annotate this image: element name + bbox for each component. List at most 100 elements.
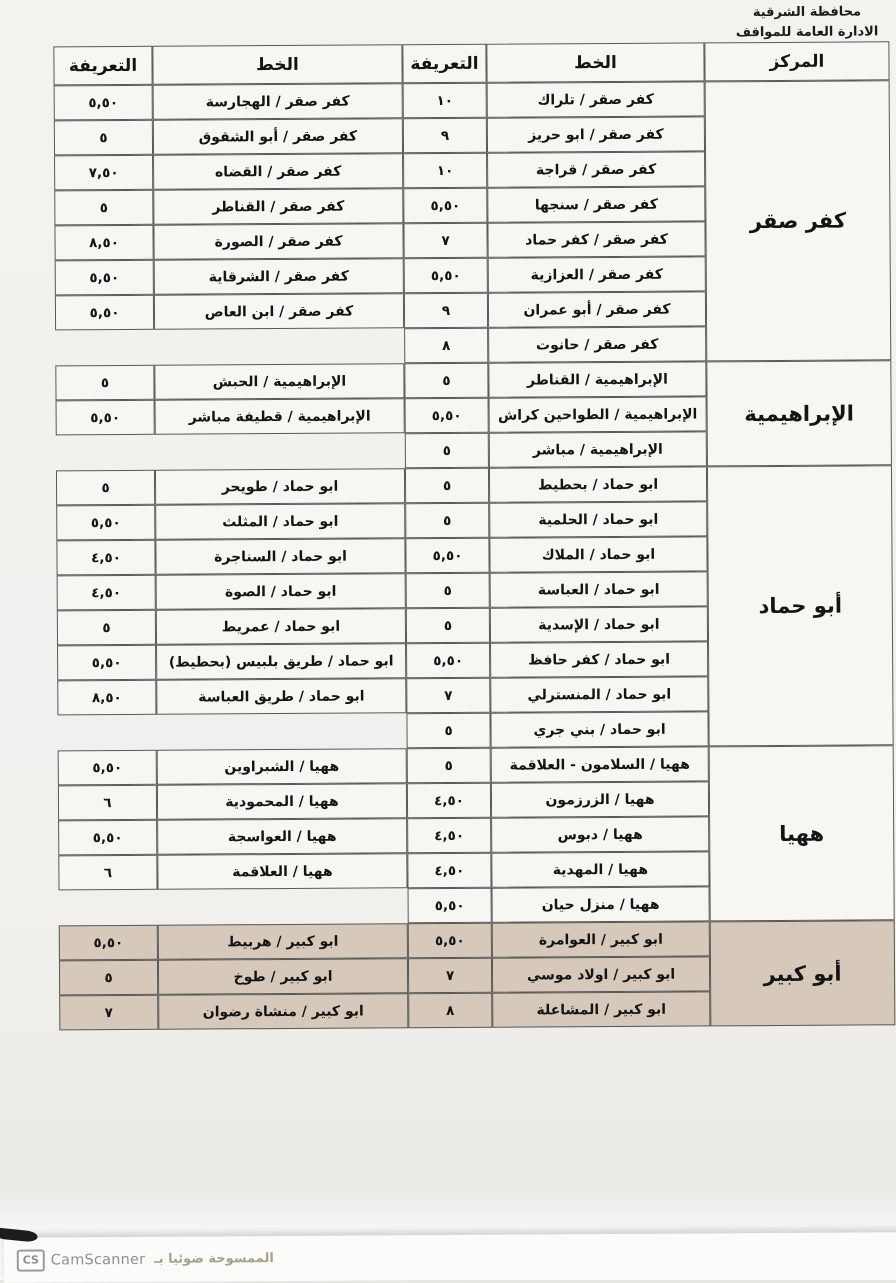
tariff-cell: ٥,٥٠ xyxy=(53,84,153,121)
line-cell: ههيا / العلاقمة xyxy=(157,853,408,890)
tariff-cell: ٨ xyxy=(404,327,489,364)
fare-table: المركز الخط التعريفة الخط التعريفة كفر ص… xyxy=(53,41,896,1031)
line-cell: ابو حماد / المثلث xyxy=(155,503,406,540)
tariff-cell: ٩ xyxy=(403,292,489,329)
header-tariff-secondary: التعريفة xyxy=(53,45,153,86)
line-cell: ههيا / الزرزمون xyxy=(490,781,710,818)
line-cell: ههيا / دبوس xyxy=(491,816,710,853)
line-cell: كفر صقر / الشرقاية xyxy=(153,258,404,295)
tariff-cell: ٥,٥٠ xyxy=(57,644,157,681)
header-center: المركز xyxy=(704,41,890,82)
line-cell: كفر صقر / ابو حريز xyxy=(486,116,706,153)
line-cell: ابو حماد / الإسدية xyxy=(489,606,709,643)
line-cell: كفر صقر / أبو عمران xyxy=(487,291,707,328)
tariff-cell: ٥,٥٠ xyxy=(405,537,490,574)
tariff-cell: ٥ xyxy=(406,712,491,749)
line-cell: كفر صقر / الهجارسة xyxy=(152,83,403,120)
tariff-cell: ٧ xyxy=(406,677,491,714)
tariff-cell: ٥ xyxy=(404,467,490,504)
tariff-cell: ٥ xyxy=(405,572,490,609)
tariff-cell: ٥ xyxy=(58,959,159,996)
line-cell: ابو حماد / الحلمية xyxy=(489,501,708,538)
center-cell: ههيا xyxy=(708,745,895,922)
line-cell: ابو حماد / عمريط xyxy=(155,608,407,645)
tariff-cell: ٥,٥٠ xyxy=(58,924,158,961)
center-cell: كفر صقر xyxy=(704,80,892,362)
line-cell: ابو كبير / منشاة رضوان xyxy=(158,993,409,1030)
tariff-cell: ٤,٥٠ xyxy=(56,539,156,576)
line-cell: ابو حماد / الملاك xyxy=(489,536,708,573)
tariff-cell: ١٠ xyxy=(402,82,487,119)
line-cell: كفر صقر / القناطر xyxy=(153,188,404,225)
line-cell: كفر صقر / كفر حماد xyxy=(487,221,706,258)
tariff-cell: ٥ xyxy=(404,432,489,469)
tariff-cell: ٥ xyxy=(405,502,490,539)
line-cell: كفر صقر / العزازية xyxy=(487,256,706,293)
header-line-primary: الخط xyxy=(486,42,705,83)
tariff-cell: ٥,٥٠ xyxy=(55,399,155,436)
header-line-secondary: الخط xyxy=(152,44,403,85)
line-cell: كفر صقر / الصورة xyxy=(153,223,404,260)
camscanner-brand-text: CamScanner xyxy=(50,1251,146,1268)
tariff-cell: ٥,٥٠ xyxy=(407,922,492,959)
tariff-cell: ٥,٥٠ xyxy=(54,259,154,296)
camscanner-footer: CS CamScanner الممسوحة ضوئيا بـ xyxy=(0,1227,896,1283)
line-cell: ابو حماد / طويحر xyxy=(154,468,406,505)
line-cell: ابو حماد / بني جري xyxy=(490,711,709,748)
line-cell: ابو كبير / المشاعلة xyxy=(492,991,711,1028)
line-cell: ابو حماد / طريق العباسة xyxy=(156,678,407,715)
header-tariff-primary: التعريفة xyxy=(402,43,487,84)
tariff-cell: ٤,٥٠ xyxy=(407,817,492,854)
tariff-cell: ٥ xyxy=(55,364,155,401)
line-cell: ههيا / منزل حيان xyxy=(491,886,710,923)
tariff-cell: ٥ xyxy=(405,607,491,644)
line-cell: الإبراهيمية / القناطر xyxy=(488,361,707,398)
line-cell: ههيا / الشبراوين xyxy=(156,748,407,785)
tariff-cell: ٧ xyxy=(407,957,493,994)
line-cell: كفر صقر / القضاه xyxy=(153,153,404,190)
tariff-cell: ٥,٥٠ xyxy=(54,294,155,331)
tariff-cell: ٧,٥٠ xyxy=(54,154,154,191)
line-cell: كفر صقر / قراجة xyxy=(487,151,706,188)
tariff-cell: ٥,٥٠ xyxy=(407,887,492,924)
line-cell: ابو حماد / الصوة xyxy=(155,573,406,610)
tariff-cell: ٦ xyxy=(57,784,158,821)
line-cell: كفر صقر / تلراك xyxy=(486,81,705,118)
center-cell: الإبراهيمية xyxy=(706,360,892,467)
tariff-cell: ٨,٥٠ xyxy=(57,679,157,716)
line-cell: كفر صقر / سنجها xyxy=(487,186,706,223)
tariff-cell: ٨ xyxy=(408,992,493,1029)
line-cell: ابو حماد / المنسترلي xyxy=(490,676,709,713)
tariff-cell: ٦ xyxy=(58,854,158,891)
line-cell: ههيا / العواسجة xyxy=(157,818,408,855)
tariff-cell: ٥ xyxy=(404,362,489,399)
line-cell: ابو حماد / بحطيط xyxy=(488,466,708,503)
line-cell: كفر صقر / أبو الشقوق xyxy=(152,118,404,155)
tariff-cell: ٩ xyxy=(402,117,488,154)
tariff-cell: ٥ xyxy=(406,747,491,784)
tariff-cell: ٥,٥٠ xyxy=(57,749,157,786)
tariff-cell: ٤,٥٠ xyxy=(406,782,492,819)
tariff-cell: ٥ xyxy=(53,119,154,156)
tariff-cell: ٥,٥٠ xyxy=(403,187,488,224)
center-cell: أبو حماد xyxy=(706,465,894,747)
line-cell: ابو حماد / طريق بلبيس (بحطيط) xyxy=(156,643,407,680)
line-cell: كفر صقر / حانوت xyxy=(488,326,707,363)
line-cell: ابو كبير / العوامرة xyxy=(491,921,710,958)
line-cell: ههيا / السلامون - العلاقمة xyxy=(490,746,709,783)
tariff-cell: ٥,٥٠ xyxy=(56,504,156,541)
tariff-cell: ٨,٥٠ xyxy=(54,224,154,261)
line-cell: ابو حماد / العباسة xyxy=(489,571,708,608)
line-cell: الإبراهيمية / الحبش xyxy=(154,363,405,400)
tariff-cell: ٥,٥٠ xyxy=(58,819,158,856)
scan-artifact xyxy=(0,1227,39,1243)
tariff-cell: ٧ xyxy=(403,222,488,259)
line-cell: ابو كبير / اولاد موسي xyxy=(491,956,711,993)
line-cell: كفر صقر / ابن العاص xyxy=(153,293,405,330)
governorate-title: محافظة الشرقية xyxy=(752,4,862,21)
camscanner-logo-icon: CS xyxy=(16,1248,45,1272)
tariff-cell: ٥,٥٠ xyxy=(404,397,489,434)
tariff-cell: ٥ xyxy=(56,609,157,646)
